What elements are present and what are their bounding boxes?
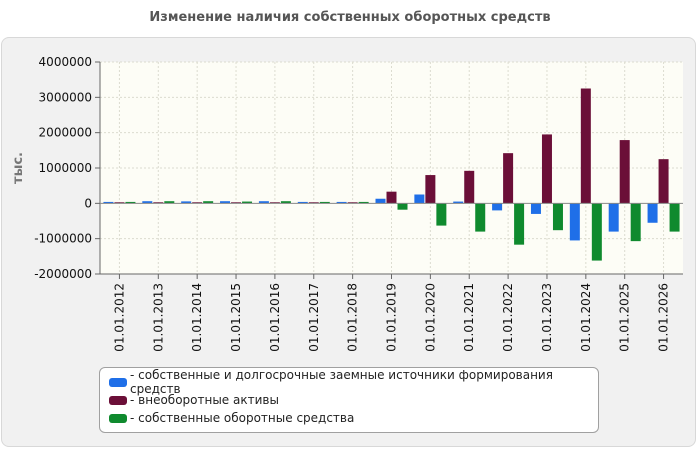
y-tick-label: 2000000 xyxy=(39,126,92,140)
bar-1 xyxy=(297,201,308,204)
legend-swatch xyxy=(109,413,127,423)
y-tick-label: 0 xyxy=(84,196,92,210)
x-tick-label: 01.01.2018 xyxy=(346,283,360,352)
bar-1 xyxy=(414,194,425,204)
bar-2 xyxy=(231,202,242,204)
chart-legend: - собственные и долгосрочные заемные ист… xyxy=(99,367,599,433)
bar-3 xyxy=(475,203,486,232)
bar-1 xyxy=(336,201,347,204)
bar-2 xyxy=(386,191,397,204)
x-tick-label: 01.01.2017 xyxy=(307,283,321,352)
x-tick-label: 01.01.2026 xyxy=(657,283,671,352)
bar-3 xyxy=(358,201,369,204)
bar-1 xyxy=(608,203,619,232)
bar-1 xyxy=(103,201,114,204)
legend-label: - собственные оборотные средства xyxy=(130,411,355,425)
bar-3 xyxy=(125,201,136,204)
bar-2 xyxy=(192,202,203,204)
bar-3 xyxy=(669,203,680,232)
x-tick-label: 01.01.2020 xyxy=(423,283,437,352)
bar-3 xyxy=(397,203,408,210)
bar-1 xyxy=(530,203,541,214)
bar-3 xyxy=(514,203,525,245)
bar-3 xyxy=(319,201,330,204)
bar-2 xyxy=(580,88,591,204)
bar-2 xyxy=(658,159,669,204)
y-axis-label: тыс. xyxy=(11,152,26,184)
bar-2 xyxy=(425,175,436,204)
legend-item: - собственные оборотные средства xyxy=(109,409,598,427)
bar-2 xyxy=(114,202,125,204)
bar-2 xyxy=(308,202,319,204)
bar-2 xyxy=(464,170,475,204)
bar-3 xyxy=(591,203,602,261)
bar-3 xyxy=(242,201,253,204)
x-tick-label: 01.01.2019 xyxy=(385,283,399,352)
bar-2 xyxy=(347,202,358,204)
bar-1 xyxy=(453,201,464,204)
bar-2 xyxy=(269,202,280,204)
legend-label: - внеоборотные активы xyxy=(130,393,279,407)
legend-item: - собственные и долгосрочные заемные ист… xyxy=(109,368,598,396)
legend-swatch xyxy=(109,377,127,387)
bar-1 xyxy=(492,203,503,211)
bar-1 xyxy=(647,203,658,223)
bar-3 xyxy=(280,201,291,204)
bar-3 xyxy=(164,201,175,204)
bar-3 xyxy=(552,203,563,231)
y-tick-label: 3000000 xyxy=(39,90,92,104)
y-tick-label: 4000000 xyxy=(39,55,92,69)
x-tick-label: 01.01.2016 xyxy=(268,283,282,352)
bar-1 xyxy=(142,201,153,204)
bar-1 xyxy=(375,198,386,204)
bar-1 xyxy=(569,203,580,241)
bar-3 xyxy=(203,201,214,204)
legend-item: - внеоборотные активы xyxy=(109,391,598,409)
bar-2 xyxy=(153,202,164,204)
y-tick-label: -2000000 xyxy=(34,267,92,281)
bar-1 xyxy=(220,201,231,204)
x-tick-label: 01.01.2022 xyxy=(501,283,515,352)
x-tick-label: 01.01.2015 xyxy=(229,283,243,352)
bar-1 xyxy=(181,201,192,204)
bar-2 xyxy=(541,134,552,204)
bar-3 xyxy=(436,203,447,226)
legend-label: - собственные и долгосрочные заемные ист… xyxy=(130,368,553,396)
y-tick-label: -1000000 xyxy=(34,232,92,246)
legend-swatch xyxy=(109,395,127,405)
x-tick-label: 01.01.2013 xyxy=(151,283,165,352)
bar-1 xyxy=(258,201,269,204)
x-tick-label: 01.01.2012 xyxy=(112,283,126,352)
x-tick-label: 01.01.2023 xyxy=(540,283,554,352)
chart-title: Изменение наличия собственных оборотных … xyxy=(149,10,551,25)
bar-3 xyxy=(630,203,641,242)
y-tick-label: 1000000 xyxy=(39,161,92,175)
x-tick-label: 01.01.2025 xyxy=(618,283,632,352)
x-tick-label: 01.01.2024 xyxy=(579,283,593,352)
bar-2 xyxy=(503,153,514,204)
x-tick-label: 01.01.2014 xyxy=(190,283,204,352)
x-tick-label: 01.01.2021 xyxy=(462,283,476,352)
bar-2 xyxy=(619,140,630,204)
